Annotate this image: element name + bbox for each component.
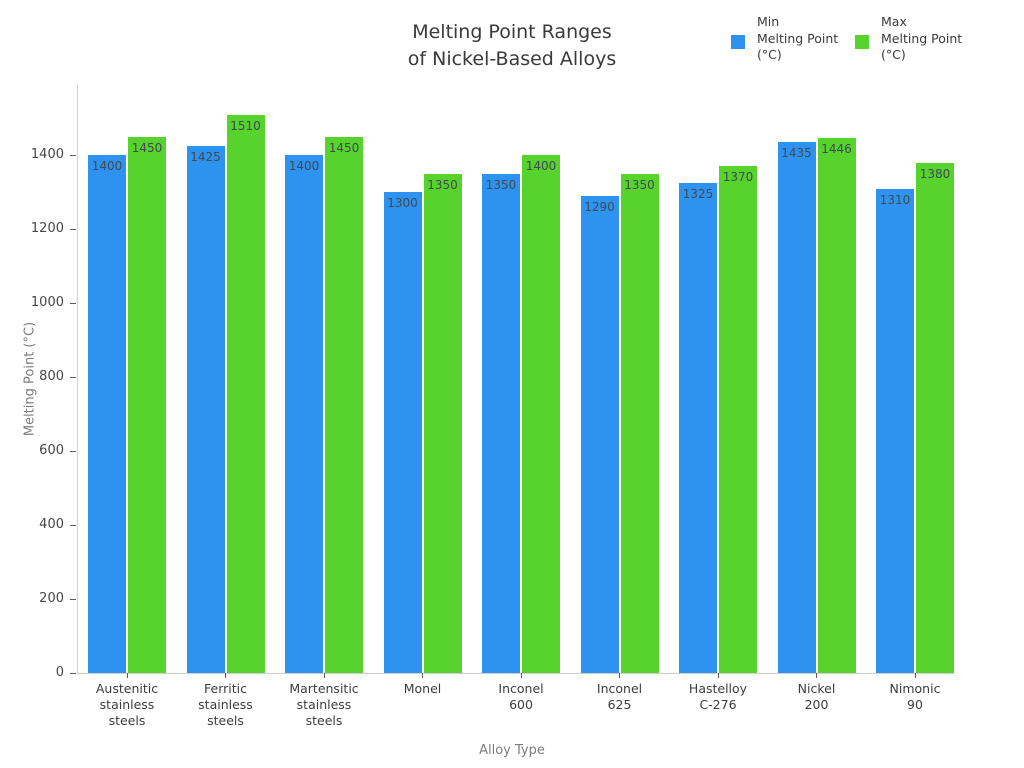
- min-bar: [777, 142, 816, 673]
- y-tick: [70, 302, 76, 304]
- min-bar: [482, 173, 520, 673]
- y-tick-label: 800: [39, 369, 64, 385]
- y-tick-label: 600: [39, 443, 64, 459]
- max-bar-value-label: 1450: [328, 140, 360, 155]
- y-tick: [70, 598, 76, 600]
- x-tick: [422, 673, 423, 678]
- max-bar-value-label: 1350: [624, 177, 655, 192]
- y-tick-label: 1000: [30, 295, 64, 311]
- max-series-swatch-icon: [855, 35, 869, 49]
- min-bar-value-label: 1350: [485, 177, 517, 192]
- y-tick-label: 400: [39, 517, 64, 533]
- min-bar: [88, 155, 126, 673]
- x-tick: [126, 673, 128, 678]
- x-tick: [323, 673, 325, 678]
- x-tick: [816, 673, 817, 678]
- max-bar: [817, 138, 856, 673]
- x-tick: [717, 673, 719, 678]
- category-label: Inconel 625: [596, 681, 643, 712]
- y-tick: [70, 154, 76, 156]
- min-bar-value-label: 1300: [387, 196, 418, 211]
- y-tick: [70, 228, 76, 230]
- min-series-swatch-icon: [731, 35, 745, 49]
- category-label: Austenitic stainless steels: [95, 681, 159, 728]
- max-bar-value-label: 1380: [919, 166, 951, 181]
- x-tick: [225, 673, 226, 678]
- y-tick-label: 0: [55, 665, 64, 680]
- min-bar: [679, 183, 717, 673]
- max-bar-value-label: 1446: [821, 142, 852, 157]
- y-tick: [70, 524, 76, 526]
- max-bar-value-label: 1450: [131, 140, 163, 155]
- max-bar: [719, 166, 757, 673]
- min-bar-value-label: 1400: [91, 159, 123, 174]
- legend-label-max: Max Melting Point (°C): [881, 14, 963, 62]
- legend-label-min: Min Melting Point (°C): [757, 14, 839, 62]
- legend-item-max: Max Melting Point (°C): [855, 14, 965, 64]
- min-bar-value-label: 1310: [879, 192, 911, 207]
- max-bar: [916, 162, 954, 673]
- x-axis-title: Alloy Type: [479, 743, 545, 758]
- legend: Min Melting Point (°C) Max Melting Point…: [731, 14, 965, 64]
- min-bar-value-label: 1325: [682, 187, 714, 201]
- max-bar-value-label: 1370: [722, 170, 754, 185]
- min-bar-value-label: 1425: [190, 150, 221, 165]
- y-tick-label: 200: [39, 591, 64, 607]
- category-label: Ferritic stainless steels: [198, 681, 253, 728]
- min-bar-value-label: 1290: [584, 199, 615, 214]
- x-axis-spine: [77, 673, 955, 674]
- max-bar-value-label: 1350: [427, 177, 458, 192]
- min-bar: [285, 155, 323, 673]
- min-bar-value-label: 1435: [781, 146, 812, 161]
- y-tick: [70, 672, 76, 674]
- x-tick: [619, 673, 620, 678]
- max-bar-value-label: 1400: [525, 159, 557, 174]
- x-tick: [914, 673, 916, 678]
- category-label: Inconel 600: [498, 681, 544, 712]
- min-bar: [186, 146, 225, 673]
- category-label: Monel: [403, 681, 442, 696]
- max-bar: [325, 136, 363, 673]
- x-tick: [520, 673, 522, 678]
- y-tick: [70, 450, 76, 452]
- min-bar: [383, 192, 422, 673]
- category-label: Nickel 200: [797, 681, 836, 712]
- category-label: Martensitic stainless steels: [289, 681, 359, 728]
- max-bar: [522, 155, 560, 673]
- min-bar: [876, 188, 914, 673]
- y-tick: [70, 376, 76, 378]
- max-bar: [423, 173, 462, 673]
- y-tick-label: 1200: [30, 221, 64, 237]
- y-axis-spine: [77, 85, 78, 674]
- chart-title: Melting Point Ranges of Nickel-Based All…: [407, 21, 617, 70]
- category-label: Nimonic 90: [889, 681, 941, 712]
- plot-area: 0 200 400 600 800 1000 1200 1400 1400 1425 1400 130…: [31, 85, 955, 728]
- y-tick-label: 1400: [30, 147, 64, 163]
- max-bar: [620, 173, 659, 673]
- legend-item-min: Min Melting Point (°C): [731, 14, 841, 64]
- min-bar-value-label: 1400: [288, 159, 320, 174]
- min-bar: [580, 195, 619, 673]
- max-bar-value-label: 1510: [230, 118, 261, 133]
- category-label: Hastelloy C-276: [688, 681, 748, 712]
- max-bar: [128, 136, 166, 673]
- max-bar: [226, 114, 265, 673]
